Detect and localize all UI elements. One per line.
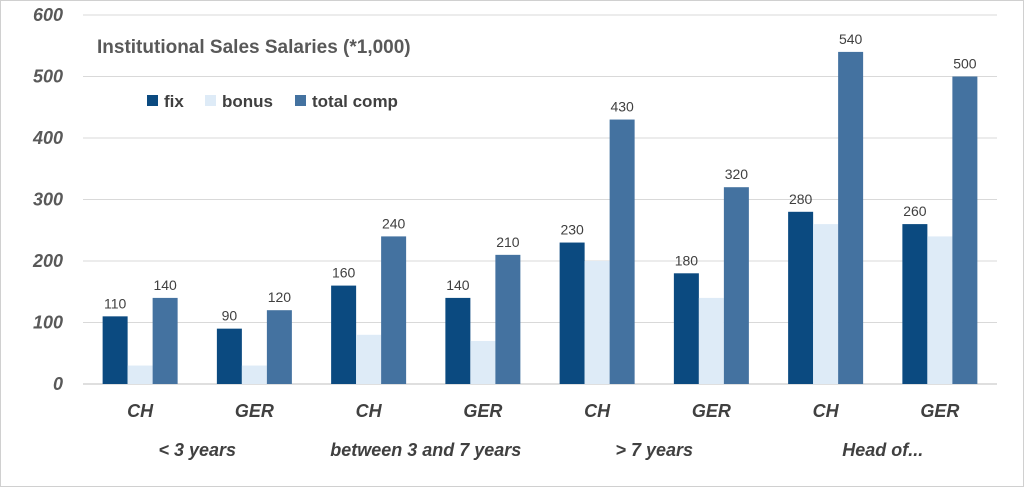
legend-swatch [205, 95, 216, 106]
x-axis-groups: < 3 years between 3 and 7 years > 7 years H… [158, 440, 923, 460]
bar-fix [102, 316, 128, 384]
data-label: 90 [222, 308, 238, 324]
bar-total-comp [381, 236, 407, 384]
bar-fix [331, 285, 357, 384]
bar-bonus [241, 365, 267, 384]
category-label: CH [584, 401, 611, 421]
category-label: CH [813, 401, 840, 421]
y-tick-label: 200 [32, 251, 63, 271]
y-tick-label: 0 [53, 374, 63, 394]
legend-label: total comp [312, 92, 398, 111]
group-label: Head of... [842, 440, 923, 460]
category-label: GER [463, 401, 502, 421]
bar-fix [673, 273, 699, 384]
y-tick-label: 500 [33, 67, 63, 87]
chart-title: Institutional Sales Salaries (*1,000) [97, 37, 411, 58]
bar-fix [216, 328, 242, 384]
y-tick-label: 400 [32, 128, 63, 148]
gridlines [83, 14, 997, 385]
data-label: 500 [953, 56, 977, 72]
bar-fix [559, 242, 585, 384]
bar-fix [788, 211, 814, 384]
bar-total-comp [952, 76, 978, 384]
data-label: 320 [725, 166, 749, 182]
data-label: 110 [104, 295, 127, 311]
category-label: GER [692, 401, 731, 421]
bar-total-comp [495, 254, 521, 384]
legend-swatch [295, 95, 306, 106]
legend-label: bonus [222, 92, 273, 111]
group-label: < 3 years [158, 440, 236, 460]
data-label: 230 [560, 222, 584, 238]
data-label: 180 [675, 252, 699, 268]
bar-bonus [698, 297, 724, 384]
bar-bonus [470, 340, 496, 384]
bar-total-comp [152, 297, 178, 384]
bars [102, 51, 978, 385]
data-label: 210 [496, 234, 520, 250]
bar-bonus [127, 365, 153, 384]
y-tick-label: 300 [33, 190, 63, 210]
bar-bonus [813, 224, 839, 384]
legend-label: fix [164, 92, 184, 111]
x-axis-categories: CH GER CH GER CH GER CH GER [127, 401, 959, 421]
bar-fix [902, 224, 928, 384]
category-label: GER [920, 401, 959, 421]
bar-bonus [927, 236, 953, 384]
data-label: 240 [382, 215, 406, 231]
bar-total-comp [266, 310, 292, 384]
data-labels: 110 140 90 120 160 240 140 210 230 430 180 320 280 54… [104, 31, 977, 324]
legend: fix bonus total comp [147, 92, 398, 111]
data-label: 430 [610, 99, 634, 115]
data-label: 280 [789, 191, 813, 207]
group-label: between 3 and 7 years [330, 440, 521, 460]
data-label: 120 [268, 289, 292, 305]
category-label: CH [127, 401, 154, 421]
data-label: 540 [839, 31, 863, 47]
bar-fix [445, 297, 471, 384]
group-label: > 7 years [615, 440, 693, 460]
data-label: 260 [903, 203, 927, 219]
y-axis-ticks: 0 100 200 300 400 500 600 [32, 5, 63, 394]
bar-total-comp [723, 187, 749, 384]
bar-bonus [584, 261, 610, 384]
data-label: 140 [446, 277, 470, 293]
legend-swatch [147, 95, 158, 106]
data-label: 140 [153, 277, 177, 293]
bar-bonus [356, 334, 382, 384]
y-tick-label: 600 [33, 5, 63, 25]
data-label: 160 [332, 265, 356, 281]
category-label: CH [356, 401, 383, 421]
bar-total-comp [838, 51, 864, 385]
bar-total-comp [609, 119, 635, 385]
category-label: GER [235, 401, 274, 421]
y-tick-label: 100 [33, 313, 63, 333]
